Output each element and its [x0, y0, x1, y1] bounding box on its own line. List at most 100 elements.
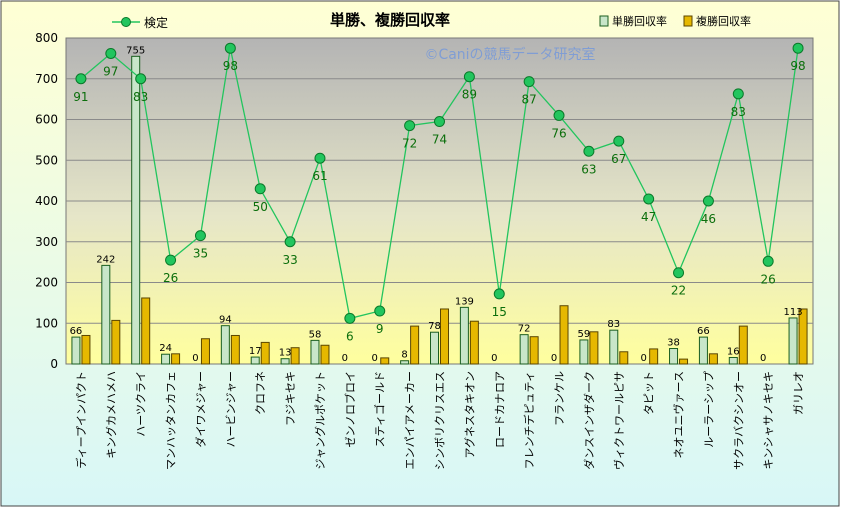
kentei-point [254, 183, 266, 195]
y-tick-label: 500 [35, 153, 58, 167]
kentei-value-label: 26 [761, 272, 776, 286]
kentei-point [523, 76, 535, 88]
bar-value-label: 83 [607, 319, 620, 330]
bar-fukusho [589, 331, 599, 365]
bar-tansho [430, 331, 439, 365]
kentei-point [643, 193, 655, 205]
x-category-label: クロフネ [254, 371, 267, 415]
x-category-label: マンハッタンカフェ [165, 371, 178, 470]
y-tick-label: 800 [35, 31, 58, 45]
bar-value-label: 94 [219, 315, 232, 326]
bar-fukusho [619, 351, 629, 365]
kentei-value-label: 46 [701, 212, 716, 226]
bar-fukusho [290, 347, 300, 365]
chart-title: 単勝、複勝回収率 [330, 11, 450, 29]
x-category-label: シンボリクリスエス [434, 371, 447, 470]
bar-fukusho [200, 338, 210, 365]
legend-bar2-label: 複勝回収率 [696, 14, 751, 28]
kentei-value-label: 83 [731, 105, 746, 119]
y-tick-label: 700 [35, 72, 58, 86]
kentei-value-label: 76 [551, 126, 566, 140]
legend-bar1-item: 単勝回収率 [599, 14, 667, 28]
kentei-point [463, 71, 475, 83]
kentei-point [374, 305, 386, 317]
legend-bar2-swatch [683, 15, 693, 27]
x-category-label: フランケル [553, 371, 566, 426]
y-tick-label: 0 [50, 357, 58, 371]
bar-value-label: 0 [760, 353, 766, 364]
bar-tansho [698, 336, 708, 365]
y-tick-label: 400 [35, 194, 58, 208]
bar-value-label: 755 [126, 45, 145, 56]
kentei-point [404, 120, 416, 132]
x-category-label: ネオユニヴァース [672, 371, 686, 458]
bar-value-label: 59 [578, 329, 591, 340]
x-category-label: ゼンノロブロイ [343, 371, 357, 447]
kentei-point [583, 145, 595, 157]
kentei-value-label: 98 [790, 59, 805, 73]
bar-fukusho [679, 358, 689, 365]
bar-fukusho [649, 348, 659, 365]
bar-fukusho [260, 341, 270, 365]
kentei-point [762, 255, 774, 267]
x-category-label: サクラバクシンオー [732, 371, 745, 470]
kentei-point [434, 116, 445, 128]
legend-bar1-label: 単勝回収率 [612, 14, 667, 28]
kentei-point [75, 73, 87, 85]
kentei-point [344, 312, 356, 324]
bar-fukusho [320, 344, 330, 365]
bar-value-label: 0 [491, 353, 497, 364]
kentei-point [224, 42, 236, 54]
bar-tansho [400, 360, 410, 365]
bar-value-label: 139 [455, 296, 474, 307]
kentei-point [553, 109, 565, 121]
bar-fukusho [171, 353, 181, 365]
bar-tansho [220, 325, 230, 365]
bar-value-label: 8 [401, 350, 407, 361]
legend-bar2-item: 複勝回収率 [683, 14, 751, 28]
y-tick-label: 100 [35, 316, 58, 330]
kentei-value-label: 89 [462, 88, 477, 102]
kentei-value-label: 72 [402, 137, 417, 151]
kentei-value-label: 50 [253, 200, 268, 214]
bar-fukusho [708, 353, 718, 365]
bar-value-label: 38 [667, 338, 680, 349]
legend-line-label: 検定 [144, 15, 168, 30]
kentei-value-label: 26 [163, 271, 178, 285]
kentei-value-label: 22 [671, 284, 686, 298]
x-category-label: フレンチデピュティ [522, 371, 536, 469]
kentei-value-label: 97 [103, 64, 118, 78]
bar-value-label: 17 [249, 346, 262, 357]
x-category-label: キングカメハメハ [104, 371, 118, 459]
grid-lines [66, 78, 813, 324]
bar-tansho [579, 339, 589, 365]
kentei-value-label: 98 [223, 59, 238, 73]
bar-value-label: 0 [551, 353, 557, 364]
kentei-point [194, 230, 206, 242]
bar-fukusho [111, 319, 121, 365]
x-category-label: タピット [643, 371, 656, 415]
bar-value-label: 66 [70, 326, 83, 337]
kentei-value-label: 87 [521, 93, 536, 107]
watermark: ©Caniの競馬データ研究室 [424, 46, 595, 63]
kentei-point [673, 267, 685, 279]
bar-tansho [131, 55, 141, 365]
bar-fukusho [81, 334, 91, 365]
bar-tansho [250, 356, 260, 365]
bar-tansho [728, 356, 738, 365]
x-category-label: ダンスインザダーク [582, 371, 596, 470]
bar-fukusho [529, 336, 539, 365]
bar-fukusho [738, 325, 748, 365]
bar-tansho [459, 306, 469, 365]
bar-value-label: 0 [640, 353, 646, 364]
bar-value-label: 78 [428, 321, 441, 332]
bar-value-label: 66 [697, 326, 710, 337]
bar-fukusho [410, 325, 420, 365]
bar-value-label: 58 [309, 329, 322, 340]
bar-value-label: 0 [342, 353, 348, 364]
kentei-point [792, 42, 804, 54]
kentei-value-label: 83 [133, 90, 148, 104]
